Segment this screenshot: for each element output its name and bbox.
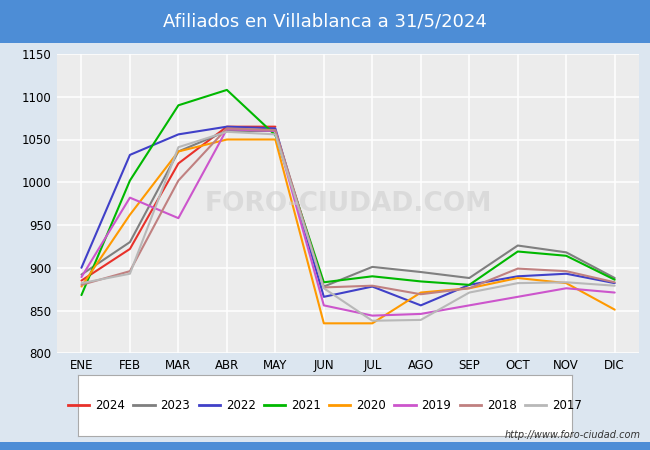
Text: Afiliados en Villablanca a 31/5/2024: Afiliados en Villablanca a 31/5/2024: [163, 12, 487, 31]
Legend: 2024, 2023, 2022, 2021, 2020, 2019, 2018, 2017: 2024, 2023, 2022, 2021, 2020, 2019, 2018…: [64, 394, 586, 416]
Text: FORO-CIUDAD.COM: FORO-CIUDAD.COM: [204, 191, 492, 216]
Text: http://www.foro-ciudad.com: http://www.foro-ciudad.com: [504, 430, 640, 440]
